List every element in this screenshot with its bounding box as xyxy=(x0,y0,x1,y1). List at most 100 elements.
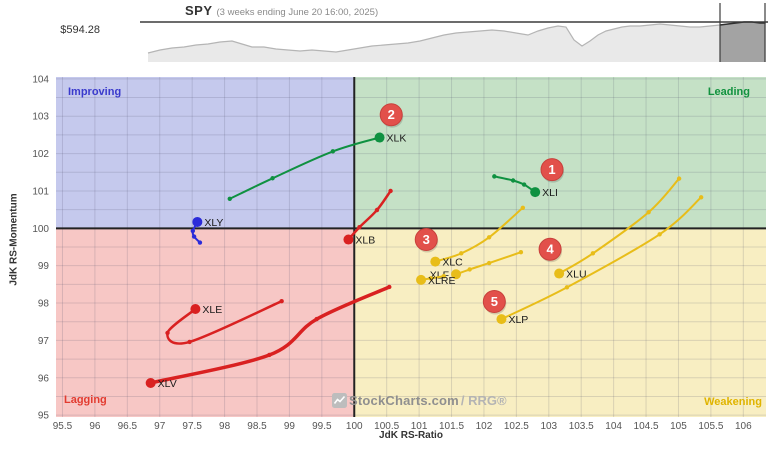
trail-point-xli xyxy=(492,174,497,179)
spy-area xyxy=(148,22,766,62)
x-tick-label: 98 xyxy=(219,421,231,432)
svg-text:3: 3 xyxy=(423,232,430,247)
group-marker-3[interactable]: 3 xyxy=(414,228,439,253)
trail-point-xlu xyxy=(590,251,596,256)
group-marker-2[interactable]: 2 xyxy=(379,103,404,128)
quadrant-lagging xyxy=(56,228,355,417)
trail-point-xlc xyxy=(520,205,526,210)
trail-point-xlk xyxy=(227,196,232,202)
y-tick-label: 96 xyxy=(38,373,50,384)
x-tick-label: 100.5 xyxy=(374,421,399,432)
svg-text:1: 1 xyxy=(548,162,555,177)
y-tick-label: 95 xyxy=(38,411,50,422)
trail-point-xly xyxy=(190,228,196,234)
chart-title: SPY (3 weeks ending June 20 16:00, 2025) xyxy=(185,2,378,20)
quadrant-label-improving: Improving xyxy=(68,86,122,98)
y-tick-label: 99 xyxy=(38,261,50,272)
trail-point-xlre xyxy=(441,273,446,279)
x-tick-label: 102.5 xyxy=(504,421,529,432)
trail-point-xlf xyxy=(486,260,492,266)
etf-label-xlp: XLP xyxy=(508,314,528,326)
group-marker-4[interactable]: 4 xyxy=(538,237,563,263)
etf-dot-xlc[interactable] xyxy=(430,256,441,267)
x-tick-label: 105 xyxy=(670,421,687,432)
trail-point-xlf xyxy=(467,267,472,272)
trail-xlb xyxy=(347,189,392,241)
trail-point-xlb xyxy=(374,207,380,213)
etf-dot-xle[interactable] xyxy=(190,304,201,315)
x-tick-label: 95.5 xyxy=(53,421,73,432)
x-tick-label: 101.5 xyxy=(439,421,464,432)
y-tick-label: 97 xyxy=(38,336,50,347)
y-tick-label: 101 xyxy=(32,186,49,197)
x-tick-label: 98.5 xyxy=(247,421,267,432)
etf-label-xlc: XLC xyxy=(442,257,463,269)
etf-dot-xli[interactable] xyxy=(530,187,541,198)
etf-dot-xlk[interactable] xyxy=(374,132,385,143)
x-tick-label: 99.5 xyxy=(312,421,332,432)
watermark: StockCharts.com / RRG® xyxy=(332,393,507,408)
etf-label-xle: XLE xyxy=(202,304,222,316)
trail-point-xlc xyxy=(459,251,464,256)
x-tick-label: 106 xyxy=(735,421,752,432)
trail-xlu xyxy=(558,177,681,275)
trail-point-xlp xyxy=(657,232,662,237)
trail-xle xyxy=(166,299,283,345)
etf-dot-xlre[interactable] xyxy=(416,274,427,285)
quadrant-leading xyxy=(354,77,766,229)
group-marker-5[interactable]: 5 xyxy=(482,290,507,315)
y-axis-title: JdK RS-Momentum xyxy=(8,193,20,286)
x-tick-label: 96 xyxy=(89,421,101,432)
trail-point-xle xyxy=(279,298,284,304)
trail-point-xly xyxy=(191,234,197,239)
price-label: $594.28 xyxy=(60,24,100,36)
symbol-label: SPY xyxy=(185,3,213,18)
etf-dot-xly[interactable] xyxy=(192,216,203,227)
trail-point-xlb xyxy=(357,224,362,230)
trail-point-xlk xyxy=(270,176,275,181)
x-tick-label: 102 xyxy=(476,421,493,432)
quadrant-weakening xyxy=(354,228,766,417)
etf-dot-xlu[interactable] xyxy=(554,268,565,279)
date-range-label: (3 weeks ending June 20 16:00, 2025) xyxy=(216,7,379,18)
trail-point-xle xyxy=(187,339,192,345)
rrg-chart: 95.5 96 96.5 97 97.5 98 98.5 99 99.5 100 100.5 101 1… xyxy=(0,62,768,449)
x-tick-label: 105.5 xyxy=(698,421,723,432)
trail-point-xlv xyxy=(387,284,392,290)
x-tick-label: 100 xyxy=(346,421,363,432)
x-tick-label: 104 xyxy=(605,421,622,432)
spy-line xyxy=(147,21,766,54)
trail-point-xlv xyxy=(267,352,272,358)
etf-dot-xlv[interactable] xyxy=(145,378,156,388)
trail-xlk xyxy=(228,136,381,200)
trail-xlf xyxy=(455,251,522,276)
etf-label-xli: XLI xyxy=(542,187,558,199)
trail-xlv xyxy=(148,285,392,385)
etf-label-xlb: XLB xyxy=(355,235,375,247)
y-tick-label: 103 xyxy=(32,112,49,123)
etf-label-xlv: XLV xyxy=(158,378,177,390)
x-axis-title: JdK RS-Ratio xyxy=(379,430,443,441)
quadrant-label-leading: Leading xyxy=(707,86,750,98)
trail-xlc xyxy=(434,206,524,263)
etf-label-xlre: XLRE xyxy=(428,275,455,287)
price-header: SPY (3 weeks ending June 20 16:00, 2025) … xyxy=(0,0,768,62)
etf-dot-xlp[interactable] xyxy=(496,314,507,325)
x-tick-label: 104.5 xyxy=(634,421,659,432)
stockcharts-logo-icon xyxy=(332,393,347,408)
spy-sparkline xyxy=(140,3,768,62)
y-tick-label: 98 xyxy=(38,299,50,310)
trail-point-xlu xyxy=(676,176,682,181)
y-tick-label: 100 xyxy=(32,224,49,235)
x-tick-label: 97.5 xyxy=(182,421,202,432)
watermark-main: StockCharts.com xyxy=(349,393,459,408)
group-marker-1[interactable]: 1 xyxy=(540,158,565,183)
trail-point-xlk xyxy=(330,149,336,154)
etf-dot-xlb[interactable] xyxy=(343,234,354,245)
trail-point-xle xyxy=(165,330,170,336)
quadrant-label-weakening: Weakening xyxy=(704,396,762,408)
trail-point-xli xyxy=(521,182,527,187)
quadrant-improving xyxy=(56,77,355,229)
etf-dot-xlf[interactable] xyxy=(451,269,462,280)
